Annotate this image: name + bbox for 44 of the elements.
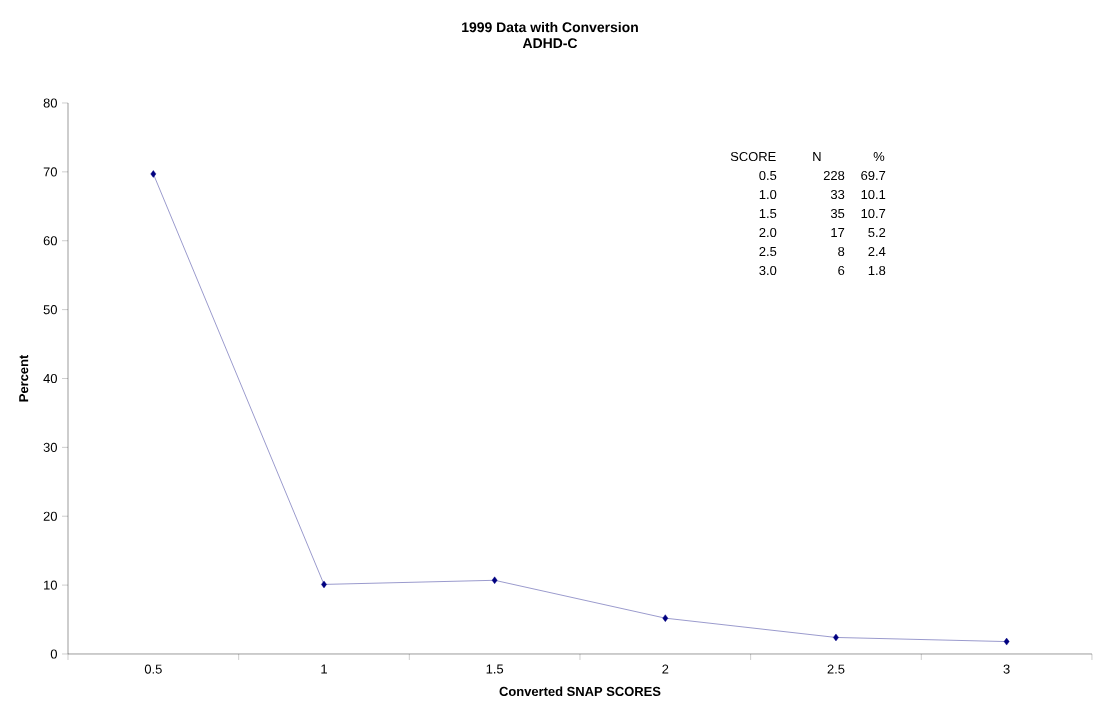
- annotation: 2.5: [759, 246, 777, 257]
- annotation: 17: [831, 228, 845, 237]
- annotation: 10.1: [861, 189, 886, 200]
- y-axis-title: Percent: [19, 354, 29, 402]
- y-tick-label: 70: [43, 167, 57, 177]
- y-tick-label: 80: [43, 98, 57, 108]
- annotation: 1.8: [868, 265, 886, 276]
- annotation: 8: [838, 246, 845, 257]
- annotation: 228: [823, 170, 845, 181]
- annotation: %: [873, 152, 885, 162]
- y-tick-label: 0: [50, 649, 57, 659]
- chart-subtitle: ADHD-C: [522, 38, 578, 49]
- annotation: 2.4: [868, 246, 886, 256]
- x-axis-title: Converted SNAP SCORES: [499, 686, 661, 697]
- annotation: 2.0: [759, 227, 777, 238]
- annotation: 69.7: [861, 170, 886, 181]
- annotation: 1.0: [759, 189, 777, 200]
- annotation: SCORE: [730, 151, 776, 162]
- x-tick-label: 1: [321, 664, 327, 674]
- x-tick-label: 2: [662, 664, 669, 674]
- annotation: 10.7: [861, 208, 886, 219]
- x-tick-label: 0.5: [144, 664, 162, 674]
- annotation: 33: [830, 189, 845, 200]
- x-tick-label: 2.5: [827, 664, 845, 674]
- annotation: 0.5: [759, 170, 777, 181]
- x-tick-label: 1.5: [486, 664, 504, 674]
- annotation: N: [813, 152, 821, 161]
- point: [150, 170, 157, 178]
- point: [662, 614, 669, 622]
- annotation: 1.5: [759, 209, 777, 219]
- y-tick-label: 20: [43, 511, 57, 521]
- y-tick-label: 10: [44, 580, 57, 590]
- y-tick-label: 40: [43, 373, 57, 384]
- annotation: 35: [830, 208, 845, 219]
- annotation: 3.0: [759, 265, 777, 276]
- chart-title: 1999 Data with Conversion: [462, 21, 638, 33]
- annotation: 6: [838, 265, 845, 276]
- point: [1003, 637, 1010, 646]
- x-tick-label: 3: [1003, 664, 1010, 674]
- y-tick-label: 50: [43, 305, 57, 315]
- annotation: 5.2: [868, 227, 886, 238]
- point: [491, 576, 498, 584]
- y-tick-label: 30: [43, 442, 57, 452]
- y-tick-label: 60: [43, 236, 57, 246]
